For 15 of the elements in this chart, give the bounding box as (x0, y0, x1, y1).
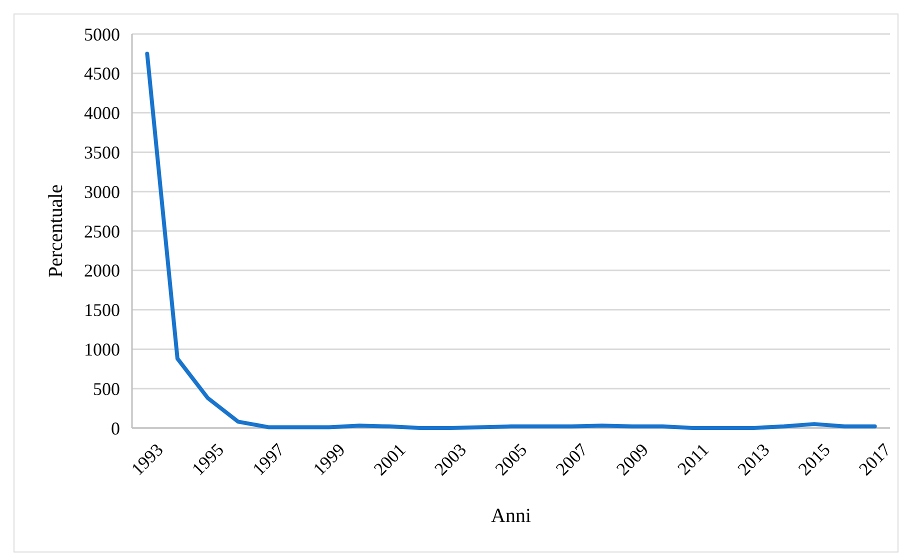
x-tick-label: 2011 (674, 440, 713, 479)
y-tick-label: 2500 (84, 221, 120, 242)
y-tick-label: 4000 (84, 103, 120, 124)
y-tick-label: 3500 (84, 142, 120, 162)
y-tick-label: 0 (111, 418, 120, 438)
y-tick-label: 500 (93, 378, 120, 399)
y-axis-title: Percentuale (45, 184, 67, 278)
y-tick-label: 5000 (84, 24, 120, 44)
line-series (145, 52, 877, 430)
y-tick-label: 1000 (84, 340, 120, 360)
y-tick-label: 1500 (84, 300, 120, 320)
y-tick-label: 4500 (84, 64, 120, 84)
y-tick-label: 2000 (84, 260, 120, 281)
y-tick-label: 3000 (84, 182, 120, 202)
x-axis-title: Anni (491, 505, 532, 527)
